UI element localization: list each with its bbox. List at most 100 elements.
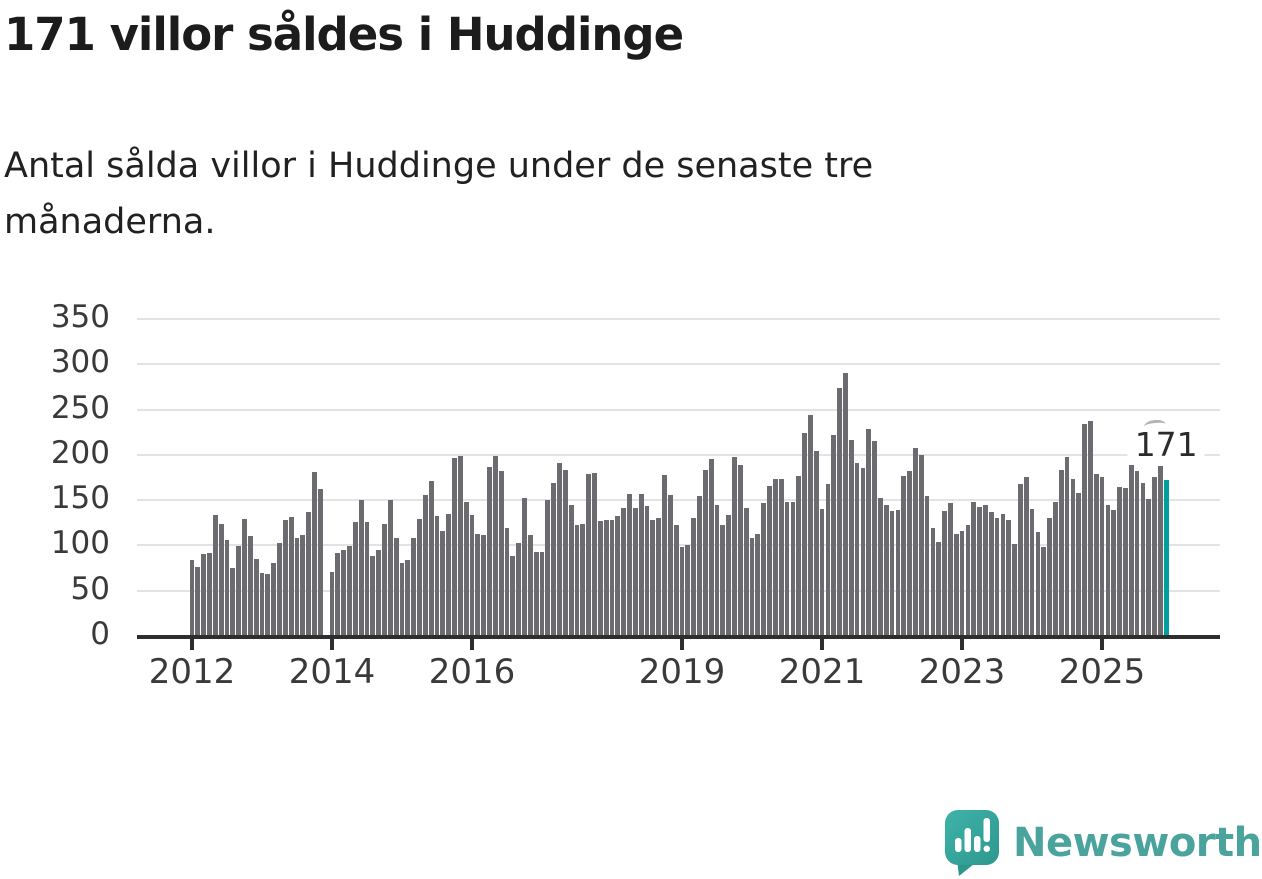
bar-2021-06 (848, 440, 854, 635)
bar-2024-03 (1041, 547, 1047, 635)
bar-2016-10 (522, 498, 527, 635)
bar-2022-07 (924, 495, 930, 635)
bar-2018-02 (615, 516, 621, 635)
newsworthy-logo-icon (945, 810, 999, 876)
bar-2024-05 (1053, 501, 1058, 635)
bar-2024-08 (1070, 479, 1076, 635)
bar-2017-03 (551, 482, 556, 635)
bar-2022-11 (948, 502, 953, 635)
bar-2021-12 (883, 505, 889, 635)
bar-2022-12 (953, 533, 959, 635)
y-tick-label-0: 0 (90, 616, 110, 652)
bar-2016-04 (487, 467, 492, 635)
bar-2023-04 (977, 507, 982, 635)
bar-2023-02 (965, 525, 971, 635)
gridline-350 (137, 318, 1220, 320)
bar-2013-04 (277, 542, 282, 635)
bar-2018-06 (638, 493, 644, 635)
bar-2021-07 (854, 462, 860, 635)
bar-2014-03 (341, 549, 346, 635)
bar-2025-06 (1128, 460, 1134, 635)
bar-2017-07 (574, 524, 580, 635)
bar-2020-08 (790, 501, 796, 635)
bar-2022-09 (936, 541, 942, 635)
bar-2024-12 (1093, 473, 1099, 635)
bar-2021-11 (878, 498, 883, 635)
bar-2023-10 (1012, 544, 1017, 635)
bar-2013-08 (300, 535, 306, 635)
bar-2019-05 (702, 470, 708, 635)
bar-2016-08 (510, 556, 516, 635)
x-tick-2012 (190, 639, 194, 650)
bar-2017-01 (539, 551, 545, 635)
y-tick-label-100: 100 (50, 525, 110, 562)
bar-2024-11 (1088, 421, 1093, 635)
bar-2018-07 (644, 506, 650, 635)
bar-2012-11 (247, 536, 253, 635)
highlight-value-annotation: 171 (1127, 424, 1205, 465)
bar-2022-06 (918, 454, 924, 635)
bar-2017-04 (557, 462, 562, 635)
y-tick-label-300: 300 (50, 344, 110, 381)
bar-2020-11 (808, 414, 813, 635)
bar-2025-07 (1134, 471, 1140, 635)
bar-2019-11 (737, 464, 743, 635)
bar-2017-06 (568, 504, 574, 635)
plot-area (137, 318, 1220, 635)
bar-2021-02 (825, 483, 831, 635)
bar-2013-09 (306, 511, 311, 635)
bar-2014-02 (335, 552, 341, 635)
bar-2017-12 (603, 519, 609, 635)
bar-2013-10 (312, 471, 317, 635)
bar-2023-11 (1018, 483, 1023, 635)
bar-2023-09 (1006, 519, 1012, 635)
bar-highlight-2025-12 (1163, 480, 1169, 635)
bar-2020-05 (773, 479, 778, 635)
y-tick-label-250: 250 (50, 389, 110, 426)
bar-2023-12 (1023, 477, 1029, 635)
bar-2015-08 (440, 530, 446, 635)
bar-2021-01 (819, 509, 825, 635)
x-axis-line (137, 635, 1220, 639)
x-tick-2014 (330, 639, 334, 650)
bar-2022-05 (913, 447, 918, 635)
bar-2017-10 (592, 472, 597, 635)
x-tick-2025 (1100, 639, 1104, 650)
bar-2016-05 (492, 455, 498, 635)
logo-exclamation-dot (983, 845, 990, 852)
bar-2019-10 (732, 457, 737, 635)
bar-2013-06 (288, 517, 294, 635)
bar-2017-05 (562, 470, 568, 635)
bar-2015-09 (446, 513, 451, 635)
bar-2014-04 (347, 546, 352, 635)
bar-2018-03 (621, 508, 627, 635)
bar-2012-09 (236, 546, 241, 635)
bar-2016-07 (504, 528, 510, 635)
bar-2023-08 (1000, 513, 1006, 635)
bar-2013-07 (294, 538, 300, 635)
gridline-250 (137, 408, 1220, 411)
bar-2025-10 (1152, 476, 1157, 635)
bar-2012-10 (242, 519, 247, 635)
bar-2019-03 (691, 518, 697, 635)
bar-2020-09 (796, 475, 802, 635)
x-tick-2016 (470, 639, 474, 650)
bar-2025-02 (1105, 505, 1111, 635)
bar-2023-03 (971, 501, 977, 635)
bar-2013-03 (271, 563, 276, 635)
bar-2019-12 (743, 508, 749, 635)
bar-2014-07 (364, 521, 370, 635)
bar-2016-11 (527, 535, 533, 635)
bar-2015-01 (399, 562, 405, 635)
brand-wordmark: Newsworthy (1013, 820, 1262, 866)
bar-2015-10 (452, 458, 457, 635)
bar-2015-07 (434, 516, 440, 635)
bar-2019-07 (714, 504, 720, 635)
bar-2018-08 (650, 519, 656, 635)
bar-2024-01 (1029, 509, 1035, 635)
bar-2018-01 (609, 519, 615, 635)
bar-2012-02 (195, 567, 201, 635)
x-tick-2021 (820, 639, 824, 650)
bar-2025-01 (1099, 476, 1105, 635)
